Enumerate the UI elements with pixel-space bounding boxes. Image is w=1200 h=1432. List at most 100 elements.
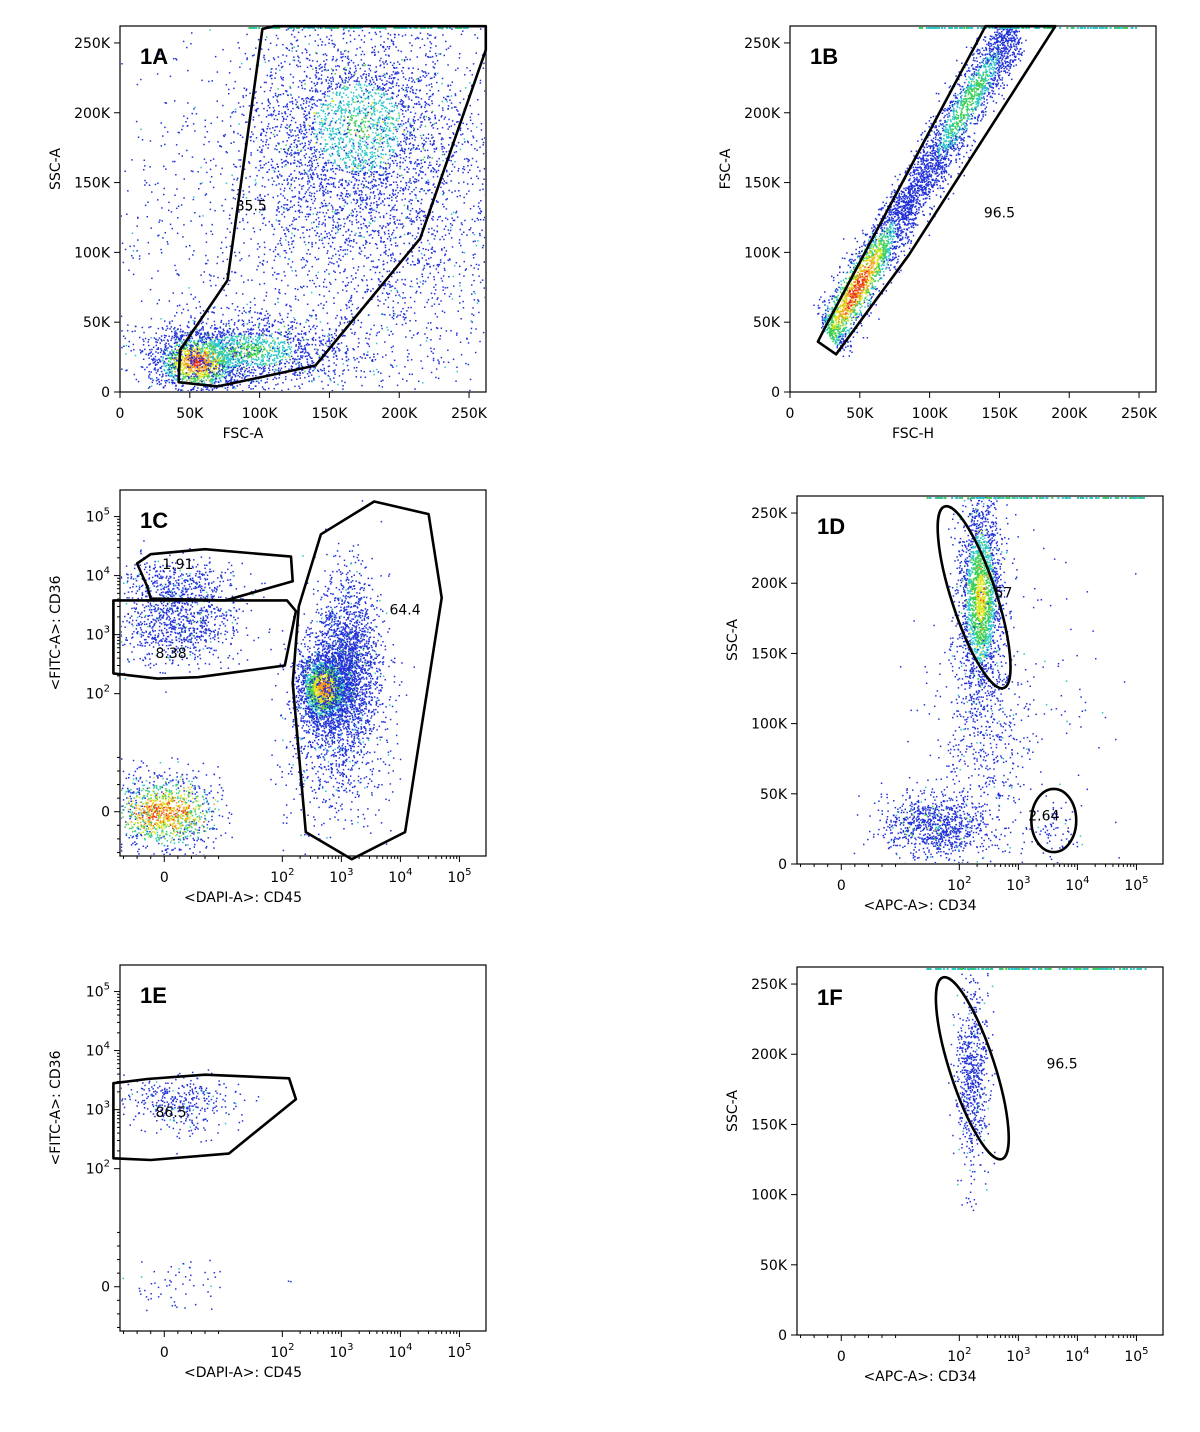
x-tick-label: 250K xyxy=(451,406,488,422)
event-dots xyxy=(121,1069,292,1312)
x-tick-label: 105 xyxy=(1124,875,1148,894)
y-tick-label: 100K xyxy=(751,717,788,733)
y-tick-label: 250K xyxy=(74,36,111,52)
x-axis-label: <DAPI-A>: CD45 xyxy=(184,890,302,906)
y-axis: 0 50K 100K 150K 200K 250K xyxy=(751,506,797,873)
panel-1F: 0 102 103 104 105 0 50K 100K 150K 200K 250K <APC-A>… xyxy=(725,966,1164,1385)
y-tick-label: 150K xyxy=(744,176,781,192)
y-tick-label: 150K xyxy=(74,176,111,192)
plot-frame xyxy=(119,964,487,1332)
y-axis-label: FSC-A xyxy=(718,148,734,189)
panel-1A: 0 50K 100K 150K 200K 250K 0 50K 100K 150K 200K 250K… xyxy=(48,24,488,442)
x-axis: 0 102 103 104 105 xyxy=(800,1335,1149,1365)
y-tick-label: 0 xyxy=(778,857,787,873)
x-tick-label: 250K xyxy=(1121,406,1158,422)
x-tick-label: 103 xyxy=(1006,875,1030,894)
x-tick-label: 105 xyxy=(447,867,471,886)
gate-percentage: 86.5 xyxy=(155,1105,186,1121)
y-tick-label: 250K xyxy=(744,36,781,52)
gate-ellipse[interactable] xyxy=(923,500,1025,695)
y-axis: 0 50K 100K 150K 200K 250K xyxy=(751,977,797,1344)
panel-label: 1E xyxy=(140,983,167,1008)
y-tick-label: 200K xyxy=(744,106,781,122)
y-tick-label: 50K xyxy=(760,787,788,803)
y-tick-label: 150K xyxy=(751,1117,788,1133)
panel-1D: 0 102 103 104 105 0 50K 100K 150K 200K 250K <APC-A>… xyxy=(725,495,1164,914)
y-tick-label: 50K xyxy=(760,1258,788,1274)
x-tick-label: 104 xyxy=(388,867,412,886)
x-tick-label: 105 xyxy=(447,1342,471,1361)
panel-label: 1F xyxy=(817,985,843,1010)
gate-ellipse[interactable] xyxy=(921,971,1023,1166)
x-axis-label: <APC-A>: CD34 xyxy=(863,898,976,914)
y-tick-label: 50K xyxy=(753,315,781,331)
gate-ellipse[interactable] xyxy=(1030,787,1078,854)
event-dots xyxy=(853,497,1145,863)
y-axis: 0 50K 100K 150K 200K 250K xyxy=(74,36,120,401)
x-axis: 0 102 103 104 105 xyxy=(123,856,472,886)
x-tick-label: 105 xyxy=(1124,1346,1148,1365)
y-tick-label: 100K xyxy=(74,245,111,261)
gate[interactable] xyxy=(177,24,488,388)
gate-percentage: 96.5 xyxy=(984,205,1015,221)
x-tick-label: 102 xyxy=(947,1346,971,1365)
y-axis-label: SSC-A xyxy=(725,1090,741,1132)
y-tick-label: 200K xyxy=(751,1047,788,1063)
y-tick-label: 0 xyxy=(101,805,110,821)
x-tick-label: 200K xyxy=(381,406,418,422)
y-tick-label: 250K xyxy=(751,506,788,522)
y-tick-label: 100K xyxy=(744,245,781,261)
gate[interactable] xyxy=(112,1073,298,1162)
panel-label: 1B xyxy=(810,44,838,69)
x-tick-label: 0 xyxy=(160,870,169,886)
panel-1B: 0 50K 100K 150K 200K 250K 0 50K 100K 150K 200K 250K… xyxy=(718,24,1158,442)
x-axis: 0 102 103 104 105 xyxy=(800,864,1149,894)
panel-label: 1A xyxy=(140,44,168,69)
panel-label: 1D xyxy=(817,514,845,539)
x-tick-label: 0 xyxy=(837,878,846,894)
y-axis-label: SSC-A xyxy=(725,619,741,661)
y-tick-label: 103 xyxy=(86,1100,110,1119)
x-tick-label: 102 xyxy=(947,875,971,894)
x-tick-label: 104 xyxy=(388,1342,412,1361)
x-tick-label: 103 xyxy=(329,867,353,886)
x-tick-label: 100K xyxy=(912,406,949,422)
x-tick-label: 0 xyxy=(786,406,795,422)
x-tick-label: 103 xyxy=(1006,1346,1030,1365)
y-tick-label: 104 xyxy=(86,1041,110,1060)
x-tick-label: 102 xyxy=(270,867,294,886)
y-axis-label: <FITC-A>: CD36 xyxy=(48,1050,64,1165)
gate[interactable] xyxy=(291,500,444,861)
x-tick-label: 150K xyxy=(311,406,348,422)
gate-percentage: 64.4 xyxy=(389,602,420,618)
gate[interactable] xyxy=(816,24,1057,356)
gate-percentage: 96.5 xyxy=(1046,1056,1077,1072)
panel-1C: 0 102 103 104 105 0 102 103 104 105 <DAPI-A>: CD45… xyxy=(48,489,487,906)
y-tick-label: 150K xyxy=(751,646,788,662)
x-tick-label: 104 xyxy=(1065,1346,1089,1365)
y-tick-label: 102 xyxy=(86,684,110,703)
x-axis: 0 102 103 104 105 xyxy=(123,1331,472,1361)
panel-1E: 0 102 103 104 105 0 102 103 104 105 <DAPI-A>: CD45… xyxy=(48,964,487,1381)
x-axis-label: <APC-A>: CD34 xyxy=(863,1369,976,1385)
gate[interactable] xyxy=(112,599,298,680)
panel-label: 1C xyxy=(140,508,168,533)
y-axis: 0 102 103 104 105 xyxy=(86,982,120,1328)
y-tick-label: 200K xyxy=(74,106,111,122)
x-tick-label: 0 xyxy=(116,406,125,422)
gate-percentage: 2.64 xyxy=(1028,808,1059,824)
y-tick-label: 0 xyxy=(101,385,110,401)
x-axis: 0 50K 100K 150K 200K 250K xyxy=(786,392,1158,422)
y-tick-label: 105 xyxy=(86,982,110,1001)
x-axis-label: FSC-H xyxy=(892,426,934,442)
y-axis-label: SSC-A xyxy=(48,148,64,190)
y-tick-label: 103 xyxy=(86,625,110,644)
x-tick-label: 104 xyxy=(1065,875,1089,894)
gate-percentage: 85.5 xyxy=(236,198,267,214)
x-tick-label: 103 xyxy=(329,1342,353,1361)
x-tick-label: 50K xyxy=(176,406,204,422)
event-dots xyxy=(121,27,485,391)
x-tick-label: 150K xyxy=(981,406,1018,422)
x-tick-label: 0 xyxy=(160,1345,169,1361)
